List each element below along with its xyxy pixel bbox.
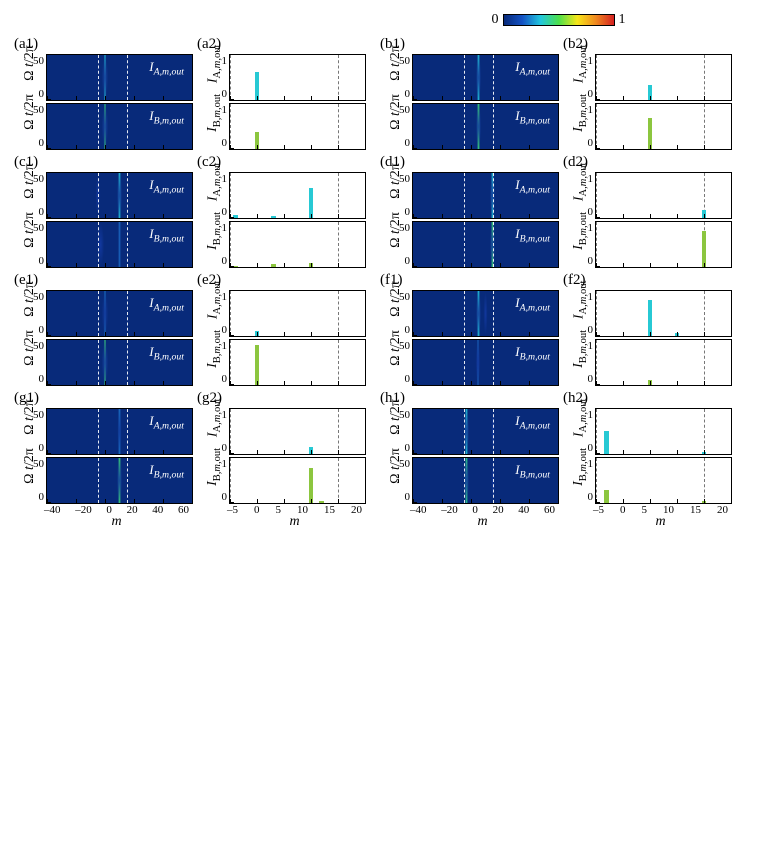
barplot — [229, 221, 366, 268]
heatmap-overlay-label: IA,m,out — [149, 413, 184, 432]
y-axis-label: IB,m,out — [561, 340, 575, 385]
heatmap: IB,m,out — [46, 221, 193, 268]
heatmap-overlay-label: IB,m,out — [515, 108, 550, 127]
heatmap-overlay-label: IA,m,out — [515, 413, 550, 432]
heatmap: IB,m,out — [46, 103, 193, 150]
heatmap-overlay-label: IB,m,out — [515, 226, 550, 245]
barplot — [595, 339, 732, 386]
heatmap: IA,m,out — [412, 290, 559, 337]
barplot — [229, 290, 366, 337]
y-axis-label: IB,m,out — [195, 222, 209, 267]
y-axis-label: Ω t/2π — [12, 222, 26, 267]
heatmap: IA,m,out — [46, 290, 193, 337]
barplot — [229, 408, 366, 455]
panel-grid: (a1)Ω t/2π500IA,m,outΩ t/2π500IB,m,out(a… — [12, 34, 745, 530]
y-axis-label: IB,m,out — [195, 340, 209, 385]
heatmap: IB,m,out — [412, 103, 559, 150]
y-axis-label: IB,m,out — [561, 222, 575, 267]
heatmap: IB,m,out — [412, 339, 559, 386]
y-axis-label: Ω t/2π — [378, 458, 392, 503]
y-axis-label: IB,m,out — [561, 458, 575, 503]
y-axis-label: Ω t/2π — [378, 340, 392, 385]
barplot — [595, 172, 732, 219]
heatmap-overlay-label: IA,m,out — [149, 177, 184, 196]
y-axis-label: Ω t/2π — [12, 104, 26, 149]
y-axis-label: Ω t/2π — [378, 222, 392, 267]
barplot — [595, 221, 732, 268]
colorbar-row: 0 1 — [12, 12, 745, 28]
figure: 0 1 (a1)Ω t/2π500IA,m,outΩ t/2π500IB,m,o… — [12, 12, 745, 530]
heatmap: IB,m,out — [46, 457, 193, 504]
barplot — [229, 54, 366, 101]
y-axis-label: Ω t/2π — [378, 104, 392, 149]
x-axis-label: m — [593, 514, 728, 530]
heatmap-overlay-label: IB,m,out — [149, 226, 184, 245]
heatmap: IA,m,out — [46, 408, 193, 455]
x-axis-label: m — [410, 514, 555, 530]
heatmap-overlay-label: IB,m,out — [515, 462, 550, 481]
x-axis-label: m — [227, 514, 362, 530]
colorbar: 0 1 — [492, 12, 626, 28]
heatmap: IB,m,out — [412, 221, 559, 268]
barplot — [229, 103, 366, 150]
heatmap-overlay-label: IB,m,out — [149, 108, 184, 127]
heatmap: IA,m,out — [412, 172, 559, 219]
colorbar-gradient — [503, 14, 615, 26]
heatmap: IA,m,out — [46, 172, 193, 219]
heatmap-overlay-label: IB,m,out — [149, 462, 184, 481]
y-axis-label: Ω t/2π — [12, 340, 26, 385]
barplot — [229, 457, 366, 504]
y-axis-label: IB,m,out — [561, 104, 575, 149]
heatmap: IA,m,out — [46, 54, 193, 101]
heatmap-overlay-label: IA,m,out — [149, 295, 184, 314]
barplot — [595, 457, 732, 504]
y-axis-label: IB,m,out — [195, 104, 209, 149]
heatmap: IA,m,out — [412, 54, 559, 101]
heatmap-overlay-label: IB,m,out — [515, 344, 550, 363]
colorbar-max: 1 — [619, 12, 626, 28]
barplot — [229, 339, 366, 386]
barplot — [595, 103, 732, 150]
heatmap-overlay-label: IA,m,out — [515, 59, 550, 78]
barplot — [595, 408, 732, 455]
barplot — [595, 54, 732, 101]
heatmap-overlay-label: IA,m,out — [149, 59, 184, 78]
heatmap-overlay-label: IB,m,out — [149, 344, 184, 363]
barplot — [229, 172, 366, 219]
heatmap-overlay-label: IA,m,out — [515, 295, 550, 314]
y-axis-label: Ω t/2π — [12, 458, 26, 503]
heatmap-overlay-label: IA,m,out — [515, 177, 550, 196]
barplot — [595, 290, 732, 337]
heatmap: IA,m,out — [412, 408, 559, 455]
heatmap: IB,m,out — [46, 339, 193, 386]
y-axis-label: IB,m,out — [195, 458, 209, 503]
colorbar-min: 0 — [492, 12, 499, 28]
heatmap: IB,m,out — [412, 457, 559, 504]
x-axis-label: m — [44, 514, 189, 530]
